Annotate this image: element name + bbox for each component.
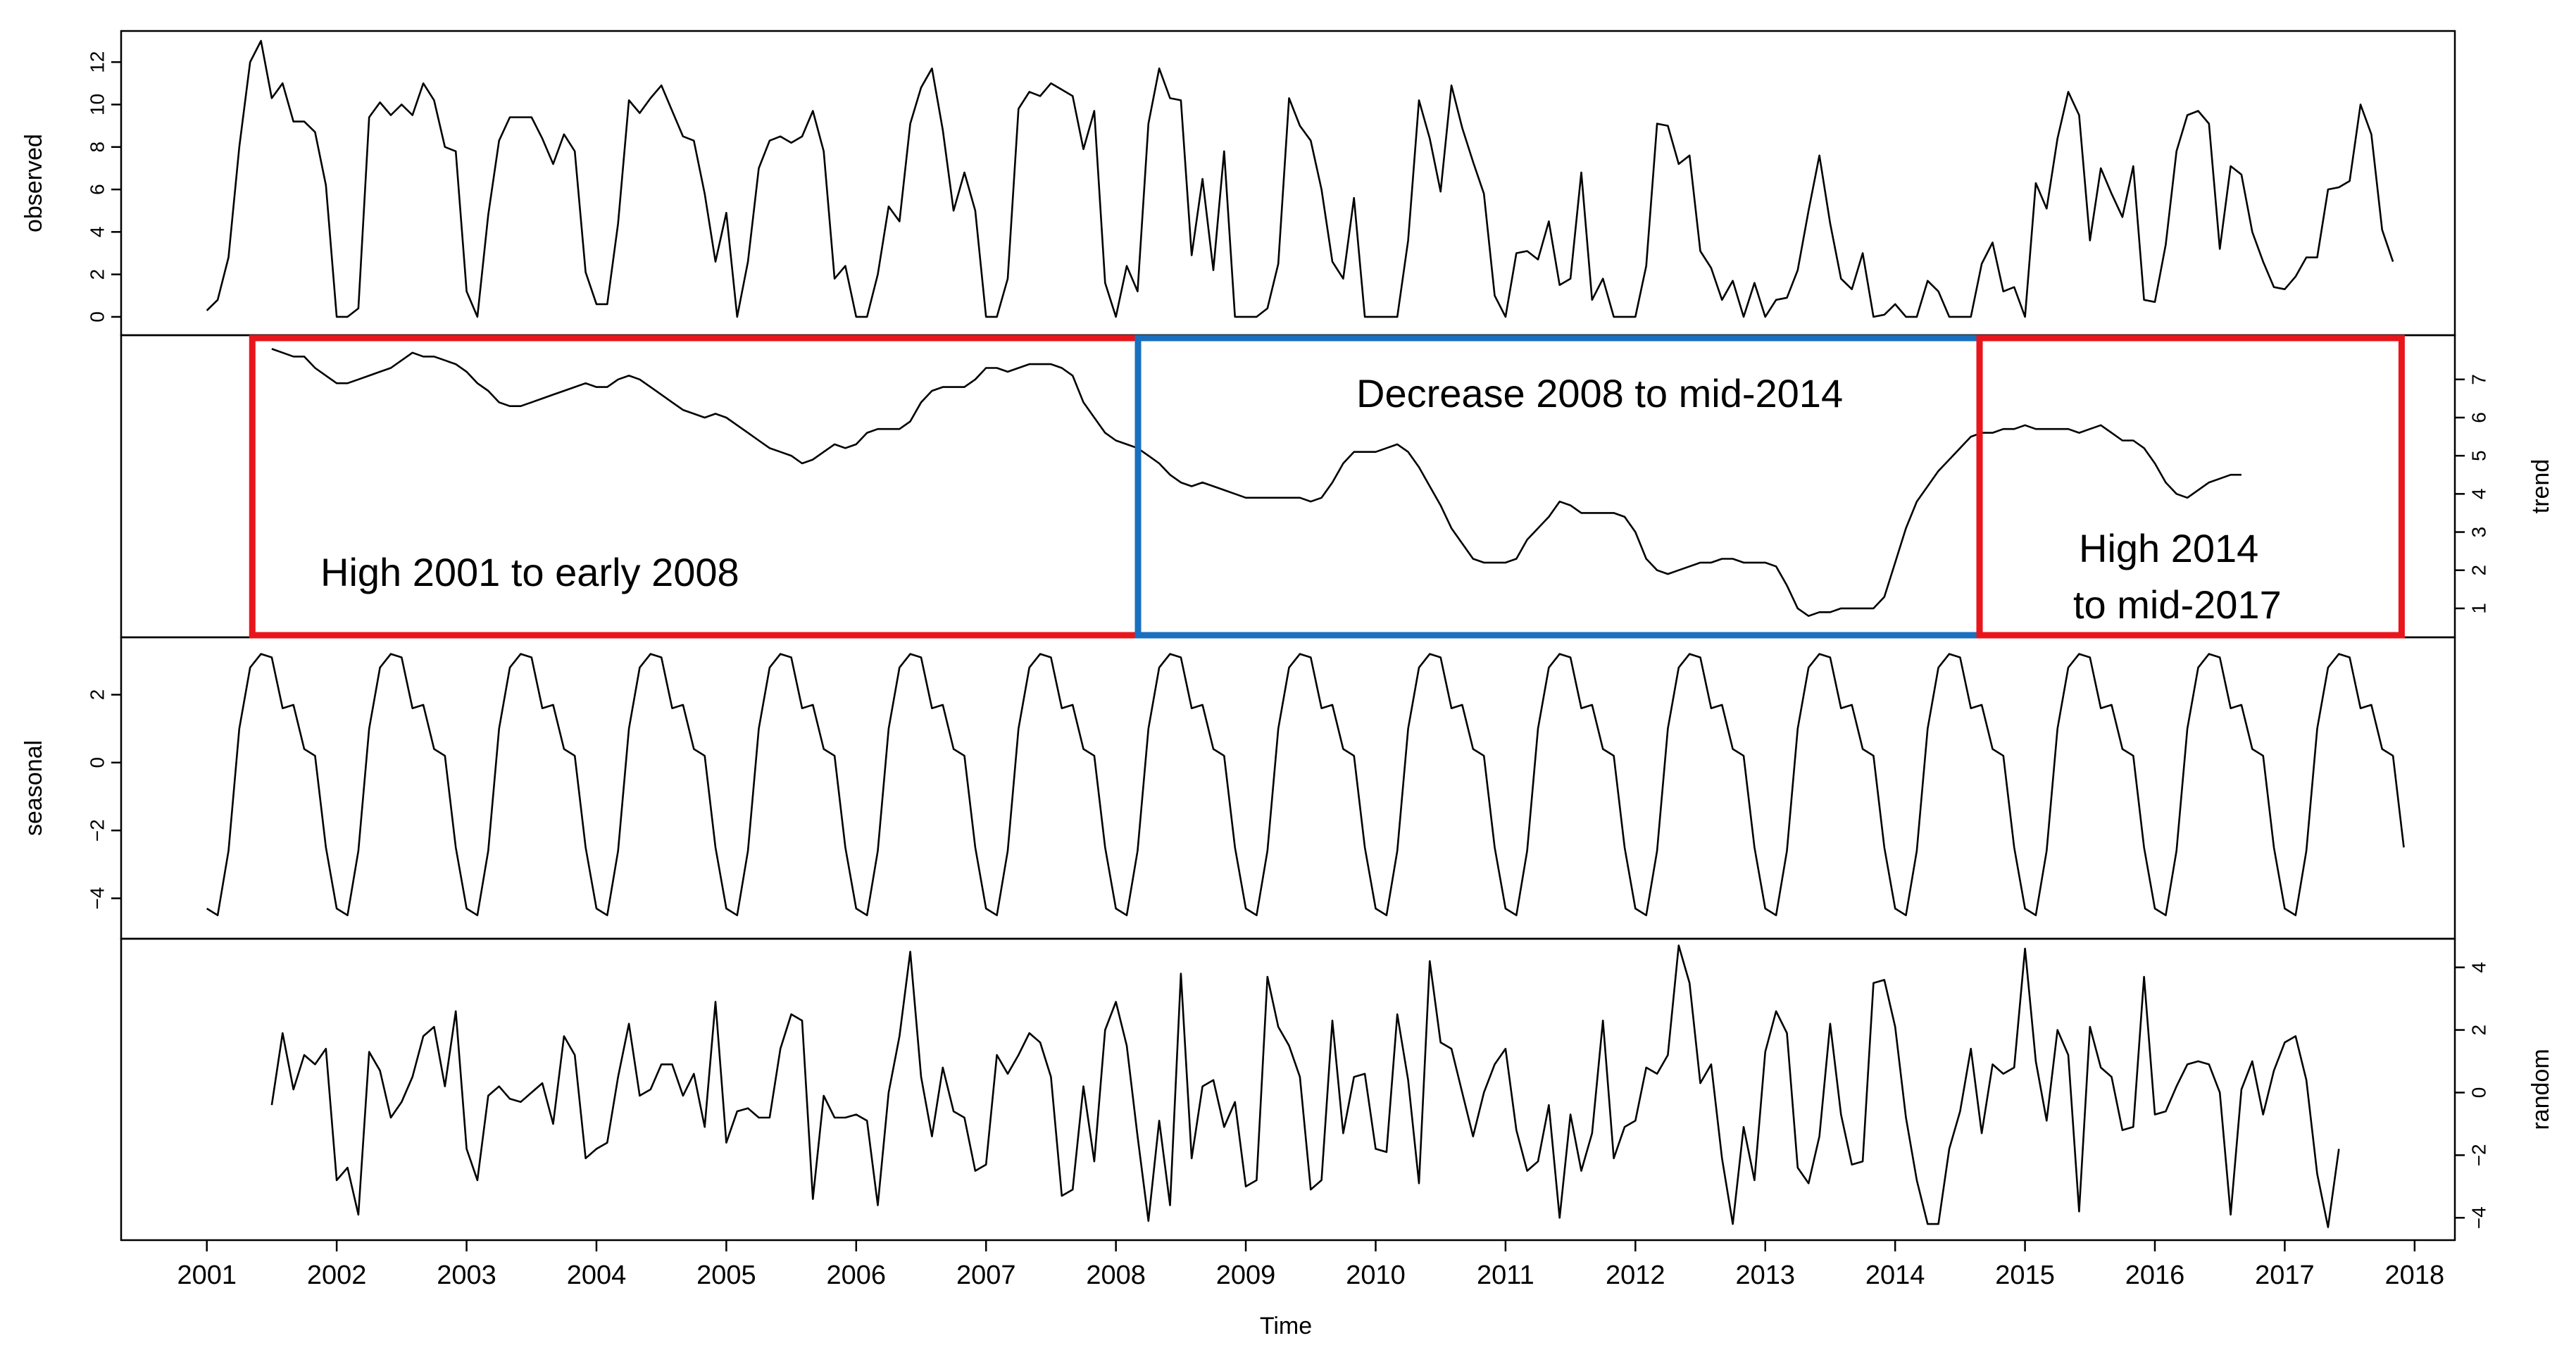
y-tick-label: 0 (87, 311, 108, 323)
x-tick-label: 2003 (437, 1261, 496, 1290)
y-tick-label: 0 (87, 757, 108, 768)
x-tick-label: 2015 (1995, 1261, 2055, 1290)
x-tick-label: 2011 (1477, 1261, 1534, 1290)
y-tick-label: −4 (87, 887, 108, 910)
annotation-label-decrease: Decrease 2008 to mid-2014 (1356, 371, 1843, 415)
annotation-label-high-2001: High 2001 to early 2008 (320, 550, 739, 594)
annotation-box-3 (1976, 335, 2405, 639)
x-tick-label: 2012 (1606, 1261, 1665, 1290)
y-tick-label: 4 (87, 227, 108, 238)
y-tick-label: 3 (2468, 527, 2490, 538)
y-tick-label: 6 (87, 184, 108, 195)
y-axis-label-random: random (2527, 1049, 2554, 1130)
x-tick-label: 2009 (1216, 1261, 1276, 1290)
annotation-label-high-2014-line2: to mid-2017 (2073, 582, 2282, 627)
y-tick-label: 12 (87, 51, 108, 73)
y-tick-label: 2 (2468, 1025, 2490, 1036)
x-tick-label: 2016 (2125, 1261, 2185, 1290)
series-seasonal-line (206, 653, 2405, 916)
x-tick-label: 2002 (307, 1261, 367, 1290)
trend-annotations: High 2001 to early 2008 Decrease 2008 to … (249, 335, 2405, 639)
y-tick-label: 2 (87, 689, 108, 701)
panel-seasonal: −4 −2 0 2 seasonal (20, 636, 2456, 940)
panel-frame (120, 937, 2456, 1242)
y-tick-label: 8 (87, 142, 108, 153)
x-tick-label: 2004 (567, 1261, 627, 1290)
series-observed-line (206, 39, 2394, 318)
y-tick-label: 5 (2468, 450, 2490, 461)
y-tick-label: 10 (87, 94, 108, 115)
y-axis-label-seasonal: seasonal (20, 740, 47, 836)
x-tick-label: 2007 (956, 1261, 1016, 1290)
y-tick-label: −4 (2468, 1206, 2490, 1229)
x-tick-label: 2010 (1346, 1261, 1406, 1290)
panel-frame (120, 636, 2456, 940)
panels: 024681012observed1234567trend−4−202seaso… (20, 30, 2554, 1242)
y-tick-label: 0 (2468, 1087, 2490, 1099)
series-trend-line (271, 348, 2242, 617)
x-tick-label: 2006 (827, 1261, 887, 1290)
annotation-label-high-2014-line1: High 2014 (2079, 526, 2258, 570)
x-tick-label: 2001 (177, 1261, 237, 1290)
y-tick-label: 4 (2468, 489, 2490, 500)
x-tick-label: 2008 (1086, 1261, 1146, 1290)
y-tick-label: 6 (2468, 412, 2490, 423)
x-axis: 2001 2002 2003 2004 2005 2006 2007 2008 2009 2010… (177, 1240, 2444, 1290)
y-tick-label: 7 (2468, 374, 2490, 385)
y-axis-label-trend: trend (2527, 459, 2554, 514)
x-axis-label: Time (1260, 1313, 1312, 1339)
y-tick-label: 2 (2468, 565, 2490, 576)
y-axis-label-observed: observed (20, 134, 47, 232)
x-tick-label: 2013 (1735, 1261, 1795, 1290)
y-tick-label: 2 (87, 269, 108, 280)
x-tick-label: 2005 (696, 1261, 756, 1290)
x-tick-label: 2017 (2255, 1261, 2315, 1290)
x-tick-label: 2014 (1865, 1261, 1925, 1290)
y-tick-label: 4 (2468, 962, 2490, 973)
panel-random: −4 −2 0 2 4 random (120, 937, 2554, 1242)
y-tick-label: −2 (87, 819, 108, 842)
y-tick-label: 1 (2468, 603, 2490, 614)
y-tick-label: −2 (2468, 1144, 2490, 1166)
panel-frame (120, 30, 2456, 337)
x-tick-label: 2018 (2385, 1261, 2445, 1290)
panel-observed: 0 2 4 6 8 10 12 observed (20, 30, 2456, 337)
series-random-line (270, 944, 2340, 1228)
